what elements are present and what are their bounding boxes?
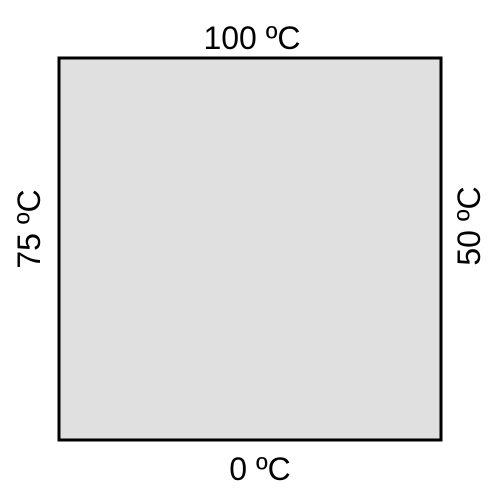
right-boundary-label: 50 ºC xyxy=(451,186,487,265)
plate-square xyxy=(57,56,443,442)
top-boundary-label: 100 ºC xyxy=(203,20,300,56)
bottom-boundary-label: 0 ºC xyxy=(229,451,290,487)
left-boundary-label: 75 ºC xyxy=(11,189,47,268)
